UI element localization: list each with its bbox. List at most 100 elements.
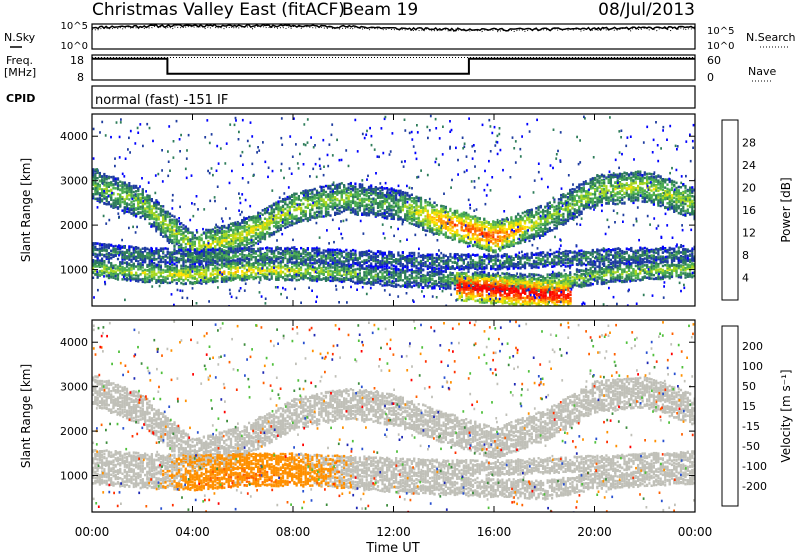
heatmap-cell [365,191,368,194]
heatmap-cell [125,205,129,209]
heatmap-cell [324,195,328,199]
heatmap-cell [417,225,420,229]
heatmap-cell [399,197,402,200]
heatmap-cell [471,225,475,228]
heatmap-cell [275,201,278,204]
heatmap-cell [234,241,237,245]
heatmap-cell [566,216,570,219]
heatmap-cell [435,204,438,207]
heatmap-cell [112,245,115,248]
heatmap-cell [426,216,429,219]
heatmap-cell [105,178,108,181]
noise-panel-frame [91,23,696,50]
heatmap-cell [171,240,174,244]
heatmap-cell [399,217,402,221]
heatmap-cell [474,220,477,224]
heatmap-cell [302,191,305,194]
heatmap-cell [560,197,563,200]
heatmap-cell [422,211,425,214]
heatmap-cell [460,221,463,224]
heatmap-cell [132,203,135,206]
heatmap-cell [275,217,278,220]
heatmap-cell [582,195,585,198]
heatmap-cell [469,238,472,241]
heatmap-cell [164,235,167,238]
heatmap-cell [313,193,316,197]
heatmap-cell [573,213,576,216]
heatmap-cell [557,221,560,224]
heatmap-cell [630,173,633,176]
heatmap-cell [451,225,454,228]
heatmap-cell [621,186,624,190]
heatmap-cell [383,199,386,202]
heatmap-cell [361,204,364,208]
heatmap-cell [648,194,651,197]
heatmap-cell [114,205,117,209]
heatmap-cell [227,242,230,245]
heatmap-cell [164,215,167,219]
heatmap-cell [94,184,97,188]
heatmap-cell [467,216,470,219]
heatmap-cell [261,213,264,216]
heatmap-cell [401,195,404,199]
heatmap-cell [157,217,160,221]
heatmap-cell [98,244,101,247]
heatmap-cell [539,210,542,214]
heatmap-cell [627,197,631,201]
heatmap-cell [415,220,418,224]
heatmap-cell [433,217,436,221]
heatmap-cell [616,198,619,202]
noise-series-line [92,24,695,32]
heatmap-cell [324,205,328,208]
heatmap-cell [514,224,518,227]
heatmap-cell [467,242,470,245]
heatmap-cell [336,192,339,195]
heatmap-cell [499,237,502,240]
heatmap-cell [517,241,520,244]
heatmap-cell [327,184,330,188]
heatmap-cell [399,207,402,210]
heatmap-cell [164,217,167,221]
heatmap-cell [566,201,570,204]
heatmap-cell [168,212,172,215]
heatmap-cell [537,234,540,238]
heatmap-cell [413,216,416,219]
heatmap-cell [487,248,490,251]
heatmap-cell [535,221,538,224]
heatmap-cell [343,199,346,202]
heatmap-cell [214,235,217,239]
heatmap-cell [110,205,113,208]
heatmap-cell [324,184,328,188]
heatmap-cell [643,176,646,180]
heatmap-cell [668,193,671,196]
heatmap-cell [607,199,610,202]
heatmap-cell [580,189,583,192]
heatmap-cell [585,196,588,200]
heatmap-cell [94,175,97,178]
heatmap-cell [112,247,115,250]
heatmap-cell [209,245,212,248]
heatmap-cell [433,228,436,231]
heatmap-cell [440,212,443,216]
heatmap-cell [490,249,493,252]
heatmap-cell [229,238,233,241]
heatmap-cell [250,225,253,228]
heatmap-cell [496,244,499,247]
heatmap-cell [589,192,592,195]
heatmap-cell [272,225,276,228]
heatmap-cell [306,217,309,220]
heatmap-cell [460,216,463,220]
heatmap-cell [655,194,658,198]
heatmap-cell [401,198,404,201]
heatmap-cell [128,245,131,248]
date-label: 08/Jul/2013 [598,0,695,20]
heatmap-cell [616,176,619,180]
heatmap-cell [388,205,391,208]
heatmap-cell [637,186,640,189]
heatmap-cell [596,196,599,200]
heatmap-cell [374,190,377,193]
heatmap-cell [693,205,695,208]
heatmap-cell [621,198,624,202]
heatmap-cell [139,205,142,209]
heatmap-cell [376,210,380,213]
